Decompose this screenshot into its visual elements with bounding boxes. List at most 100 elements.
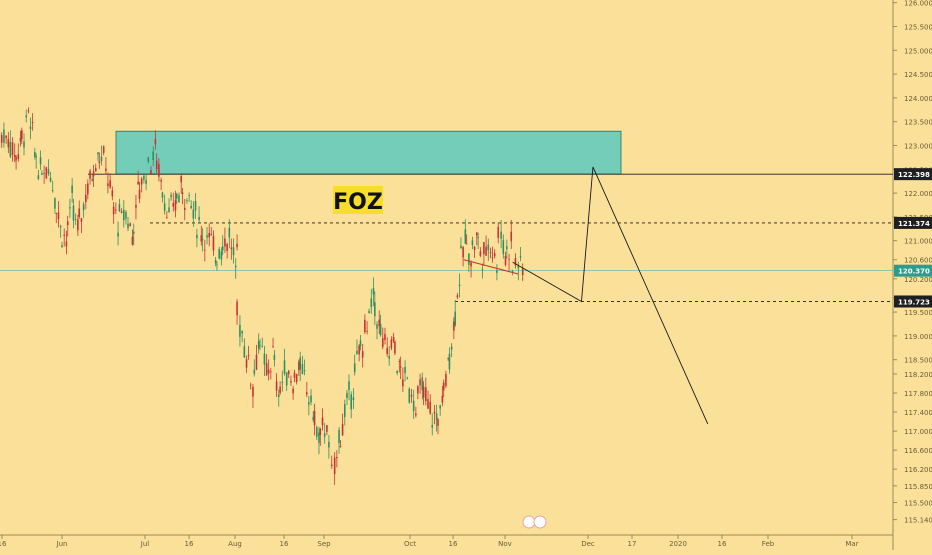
price-tick-label: 125.000 (904, 47, 932, 55)
candle-body (379, 324, 382, 336)
candle-body (431, 425, 434, 428)
candle-body (200, 235, 203, 242)
candle-body (504, 256, 507, 265)
candle-body (160, 180, 162, 182)
candle-body (7, 138, 10, 148)
title-text: FOZ (333, 190, 383, 215)
candle-body (69, 207, 71, 209)
candle-body (293, 372, 296, 378)
candle-body (508, 258, 510, 260)
price-tick-label: 124.500 (904, 71, 932, 79)
candle-body (61, 245, 63, 248)
candle-body (427, 399, 429, 409)
candle-body (376, 324, 378, 329)
candle-body (287, 370, 290, 375)
candle-body (23, 141, 25, 148)
candle-body (319, 428, 322, 435)
candle-body (476, 232, 478, 236)
candle-body (381, 338, 384, 347)
candle-body (353, 363, 356, 373)
time-tick-label: Nov (498, 540, 512, 548)
candle-body (45, 167, 48, 179)
time-tick-label: Dec (581, 540, 595, 548)
candle-body (374, 302, 376, 317)
candle-body (417, 386, 419, 394)
price-tick-label: 126.000 (904, 0, 932, 8)
candle-body (155, 160, 158, 170)
price-level-label: 119.723 (898, 298, 930, 306)
candle-body (154, 139, 157, 145)
candle-body (308, 402, 310, 405)
candle-body (295, 374, 298, 382)
candle-body (277, 394, 280, 397)
candle-body (150, 170, 152, 174)
candle-body (100, 156, 103, 162)
candle-body (402, 379, 404, 387)
candle-body (321, 417, 324, 426)
candle-body (71, 185, 73, 193)
candle-body (359, 340, 362, 347)
candle-body (143, 175, 145, 180)
candle-body (201, 239, 204, 241)
candle-body (228, 227, 231, 238)
candle-body (479, 251, 482, 256)
time-tick-label: Jun (56, 540, 68, 548)
time-tick-label: 16 (449, 540, 458, 548)
candles (0, 107, 524, 485)
candle-body (212, 235, 215, 251)
candle-body (328, 441, 330, 448)
candle-body (9, 141, 12, 157)
candle-body (384, 334, 386, 341)
candle-body (473, 246, 476, 250)
price-level-badge (894, 264, 932, 277)
price-level-label: 120.370 (898, 268, 930, 276)
candle-body (433, 411, 436, 414)
price-tick-label: 122.000 (904, 190, 932, 198)
candle-body (412, 400, 415, 411)
candle-body (343, 404, 346, 417)
candle-body (161, 192, 164, 198)
candle-body (333, 457, 336, 474)
candle-body (49, 177, 52, 182)
candle-body (109, 180, 111, 188)
candle-body (129, 223, 132, 227)
price-level-badge (894, 168, 932, 181)
candle-body (481, 268, 484, 270)
time-tick-label: 2020 (669, 540, 687, 548)
candle-body (464, 229, 467, 244)
candle-body (5, 135, 7, 138)
time-tick-label: Sep (317, 540, 331, 548)
candle-body (176, 193, 178, 199)
candle-body (462, 246, 464, 258)
candle-body (140, 178, 143, 185)
candle-body (135, 204, 137, 208)
candle-body (491, 257, 494, 259)
candle-body (13, 154, 16, 157)
candle-body (303, 370, 306, 372)
candle-body (118, 204, 121, 212)
candle-body (31, 122, 34, 124)
candle-body (408, 388, 411, 403)
candle-body (98, 161, 101, 164)
candle-body (214, 259, 217, 264)
candle-body (394, 341, 396, 354)
candle-body (447, 357, 449, 359)
candle-body (350, 394, 352, 410)
candle-body (275, 381, 278, 391)
candle-body (249, 384, 252, 386)
candle-body (27, 110, 30, 112)
candle-body (87, 183, 89, 195)
time-tick-label: 16 (0, 540, 7, 548)
candle-body (437, 419, 439, 426)
candle-body (166, 217, 168, 219)
candle-body (132, 231, 135, 234)
price-tick-label: 116.600 (904, 447, 932, 455)
candle-body (299, 357, 302, 370)
candle-body (236, 301, 238, 316)
candle-body (230, 247, 233, 249)
candle-body (35, 156, 37, 158)
candle-body (279, 386, 281, 393)
candle-body (82, 204, 85, 211)
candle-body (514, 257, 517, 266)
